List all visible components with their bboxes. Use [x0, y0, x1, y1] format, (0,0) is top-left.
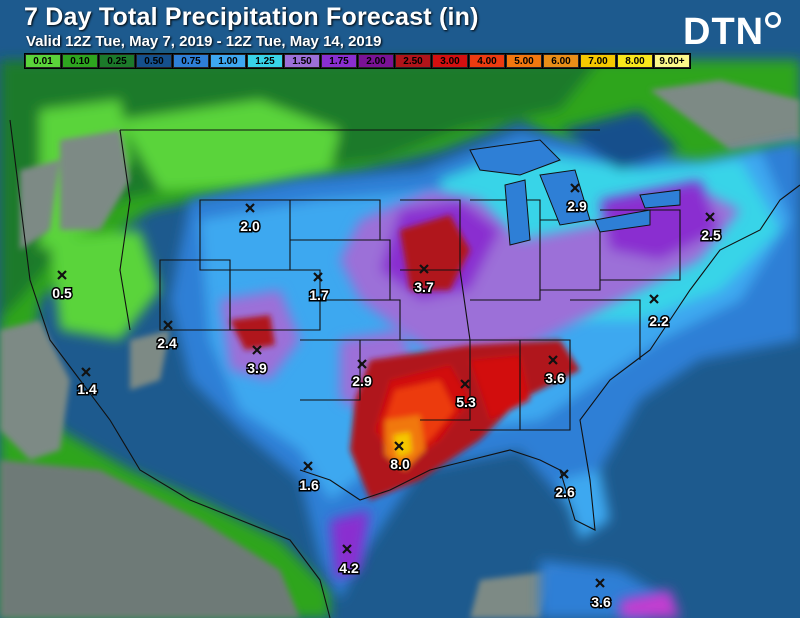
x-marker-icon: [460, 379, 470, 389]
callout-value: 2.0: [240, 218, 260, 234]
x-marker-icon: [357, 359, 367, 369]
callout-value: 2.2: [649, 313, 669, 329]
callout-marker: 2.0: [239, 203, 261, 236]
callout-marker: 2.5: [700, 212, 722, 245]
callout-value: 3.6: [591, 594, 611, 610]
callout-value: 1.4: [77, 381, 97, 397]
x-marker-icon: [649, 294, 659, 304]
legend-swatch: 1.25: [247, 54, 283, 68]
callout-marker: 8.0: [389, 441, 411, 474]
callout-value: 3.9: [247, 360, 267, 376]
valid-period: Valid 12Z Tue, May 7, 2019 - 12Z Tue, Ma…: [26, 33, 382, 50]
callout-layer: 2.0 2.9 2.5 0.5 1.7 3.7 2.2 2.4 1.4 3.9 2.9 3.6 5.3 8…: [51, 183, 722, 612]
callout-marker: 2.2: [648, 294, 670, 331]
callout-value: 2.9: [352, 373, 372, 389]
x-marker-icon: [419, 264, 429, 274]
callout-marker: 2.9: [351, 359, 373, 391]
legend-swatch: 0.10: [62, 54, 98, 68]
callout-marker: 3.6: [590, 578, 612, 612]
callout-value: 0.5: [52, 285, 72, 301]
x-marker-icon: [548, 355, 558, 365]
callout-marker: 2.9: [566, 183, 588, 216]
x-marker-icon: [245, 203, 255, 213]
precip-legend: 0.01 0.10 0.25 0.50 0.75 1.00 1.25 1.50 1.75 2.00…: [24, 53, 691, 69]
callout-marker: 4.2: [338, 544, 360, 578]
x-marker-icon: [313, 272, 323, 282]
legend-swatch: 2.50: [395, 54, 431, 68]
legend-swatch: 0.01: [25, 54, 61, 68]
x-marker-icon: [303, 461, 313, 471]
x-marker-icon: [57, 270, 67, 280]
legend-swatch: 4.00: [469, 54, 505, 68]
callout-marker: 2.6: [554, 469, 576, 502]
x-marker-icon: [595, 578, 605, 588]
callout-marker: 0.5: [51, 270, 73, 303]
legend-swatch: 0.25: [99, 54, 135, 68]
great-lakes: [469, 139, 681, 246]
legend-swatch: 8.00: [617, 54, 653, 68]
x-marker-icon: [570, 183, 580, 193]
brand-logo-ring-icon: [765, 12, 781, 28]
x-marker-icon: [394, 441, 404, 451]
callout-value: 2.9: [567, 198, 587, 214]
callout-value: 2.4: [157, 335, 177, 351]
callout-value: 1.6: [299, 477, 319, 493]
callout-value: 5.3: [456, 394, 476, 410]
callout-marker: 1.7: [308, 272, 330, 305]
callout-value: 3.6: [545, 370, 565, 386]
legend-swatch: 5.00: [506, 54, 542, 68]
callout-marker: 1.6: [298, 461, 320, 495]
brand-logo: DTN: [683, 11, 765, 53]
callout-marker: 3.7: [413, 264, 435, 297]
callout-marker: 2.4: [156, 320, 178, 353]
callout-marker: 1.4: [76, 367, 98, 399]
callout-marker: 3.6: [544, 355, 566, 388]
x-marker-icon: [163, 320, 173, 330]
legend-swatch: 0.75: [173, 54, 209, 68]
x-marker-icon: [81, 367, 91, 377]
legend-swatch: 3.00: [432, 54, 468, 68]
callout-value: 2.5: [701, 227, 721, 243]
callout-marker: 3.9: [246, 345, 268, 378]
x-marker-icon: [705, 212, 715, 222]
legend-swatch: 1.75: [321, 54, 357, 68]
callout-value: 4.2: [339, 560, 359, 576]
legend-swatch: 1.00: [210, 54, 246, 68]
dry-areas: [0, 80, 800, 618]
boundaries: [9, 119, 800, 618]
x-marker-icon: [252, 345, 262, 355]
callout-value: 8.0: [390, 456, 410, 472]
callout-marker: 5.3: [455, 379, 477, 412]
callout-value: 3.7: [414, 279, 434, 295]
legend-swatch: 1.50: [284, 54, 320, 68]
x-marker-icon: [342, 544, 352, 554]
x-marker-icon: [559, 469, 569, 479]
legend-swatch: 9.00+: [654, 54, 690, 68]
map-title: 7 Day Total Precipitation Forecast (in): [24, 3, 479, 31]
legend-swatch: 7.00: [580, 54, 616, 68]
legend-swatch: 0.50: [136, 54, 172, 68]
callout-value: 2.6: [555, 484, 575, 500]
callout-value: 1.7: [309, 287, 329, 303]
legend-swatch: 2.00: [358, 54, 394, 68]
legend-swatch: 6.00: [543, 54, 579, 68]
